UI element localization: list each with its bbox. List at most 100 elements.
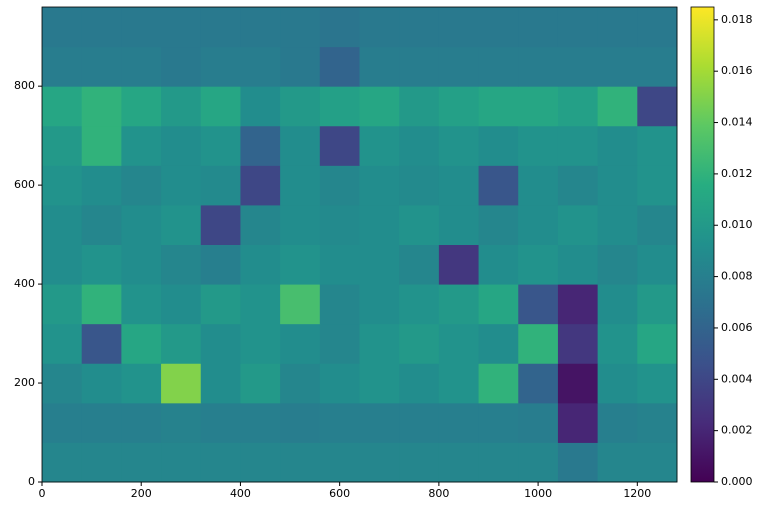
heat-cell (637, 86, 678, 127)
heat-cell (161, 244, 202, 285)
heat-cell (161, 284, 202, 325)
heat-cell (399, 165, 440, 206)
heat-cell (518, 402, 559, 443)
heat-cell (280, 402, 321, 443)
heat-cell (399, 284, 440, 325)
heat-cell (280, 86, 321, 127)
colorbar-tick-label: 0.004 (721, 372, 753, 385)
heat-cell (200, 125, 241, 166)
heat-cell (557, 244, 599, 285)
heat-cell (280, 244, 321, 285)
heat-cell (478, 284, 519, 325)
heat-cell (81, 363, 122, 404)
heat-cell (319, 363, 360, 404)
colorbar-tick-label: 0.012 (721, 167, 753, 180)
colorbar-tick-label: 0.006 (721, 321, 753, 334)
heat-cell (200, 284, 241, 325)
heat-cell (42, 402, 83, 443)
heat-cell (319, 284, 360, 325)
heat-cell (637, 204, 678, 245)
heat-cell (161, 204, 202, 245)
heat-cell (161, 46, 202, 87)
x-tick-label: 0 (39, 487, 46, 500)
heat-cell (319, 244, 360, 285)
heat-cell (557, 125, 599, 166)
heat-cell (280, 165, 321, 206)
heat-cell (121, 86, 162, 127)
heat-cell (161, 7, 202, 48)
heat-cell (319, 323, 360, 364)
heat-cell (478, 323, 519, 364)
heat-cell (200, 244, 241, 285)
heat-cell (121, 165, 162, 206)
heat-cell (597, 244, 638, 285)
heat-cell (42, 204, 83, 245)
heat-cell (161, 165, 202, 206)
heat-cell (438, 204, 480, 245)
heat-cell (81, 46, 122, 87)
heat-cell (319, 442, 360, 483)
y-tick-label: 400 (14, 277, 35, 290)
heat-cell (359, 7, 400, 48)
heat-cell (42, 165, 83, 206)
colorbar-tick-label: 0.008 (721, 270, 753, 283)
heat-cell (121, 7, 162, 48)
heat-cell (121, 402, 162, 443)
heat-cell (359, 442, 400, 483)
x-tick-label: 600 (329, 487, 350, 500)
heat-cell (438, 363, 480, 404)
heat-cell (359, 323, 400, 364)
heat-cell (518, 244, 559, 285)
heat-cell (81, 244, 122, 285)
heat-cell (81, 165, 122, 206)
heat-cell (478, 244, 519, 285)
heat-cell (200, 402, 241, 443)
heat-cell (637, 442, 678, 483)
heat-cell (161, 125, 202, 166)
heat-cell (42, 86, 83, 127)
heat-cell (200, 165, 241, 206)
heat-cell (240, 86, 281, 127)
heat-cell (280, 125, 321, 166)
heat-cell (518, 442, 559, 483)
heat-cell (121, 204, 162, 245)
heat-cell (557, 323, 599, 364)
heat-cell (121, 125, 162, 166)
colorbar-tick-label: 0.016 (721, 64, 753, 77)
heat-cell (81, 204, 122, 245)
heat-cell (637, 46, 678, 87)
heat-cell (81, 125, 122, 166)
heat-cell (597, 86, 638, 127)
heat-cell (359, 244, 400, 285)
heat-cell (399, 323, 440, 364)
heat-cell (399, 7, 440, 48)
heat-cell (399, 86, 440, 127)
y-tick-label: 600 (14, 178, 35, 191)
heat-cell (399, 363, 440, 404)
heat-cell (200, 323, 241, 364)
heat-cell (478, 442, 519, 483)
heat-cell (121, 46, 162, 87)
heat-cell (637, 165, 678, 206)
heat-cell (359, 46, 400, 87)
heat-cell (359, 86, 400, 127)
heat-cell (637, 402, 678, 443)
heat-cell (399, 244, 440, 285)
heat-cell (121, 284, 162, 325)
heat-cell (81, 7, 122, 48)
heat-cell (597, 402, 638, 443)
heat-cell (161, 402, 202, 443)
heat-cell (200, 46, 241, 87)
plot-frame (41, 6, 678, 483)
heat-cell (518, 363, 559, 404)
heat-cell (319, 204, 360, 245)
heat-cell (359, 204, 400, 245)
heat-cell (359, 402, 400, 443)
heat-cell (438, 125, 480, 166)
heat-cell (240, 363, 281, 404)
heat-cell (438, 284, 480, 325)
heat-cell (81, 442, 122, 483)
heat-cell (597, 363, 638, 404)
x-tick-label: 800 (428, 487, 449, 500)
